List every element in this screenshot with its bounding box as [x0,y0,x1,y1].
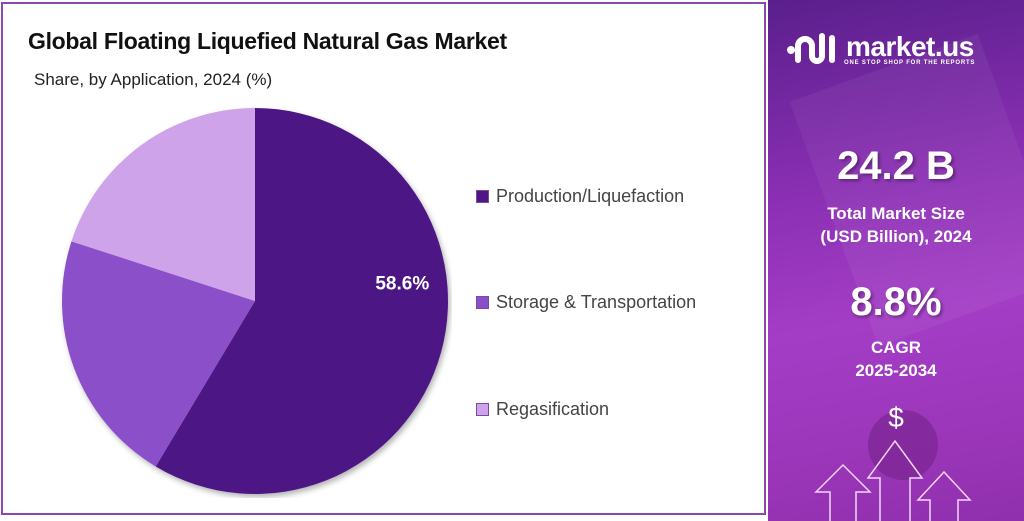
growth-arrows-icon [814,439,972,521]
legend-swatch-icon [476,296,489,309]
legend-item-regasification: Regasification [476,399,609,420]
legend-label: Production/Liquefaction [496,186,685,206]
legend-item-production: Production/Liquefaction [476,186,684,207]
summary-sidebar: market.us ONE STOP SHOP FOR THE REPORTS … [768,0,1024,521]
coin-circle [868,410,938,480]
cagr-label-line1: CAGR [870,338,922,357]
pie-slice-production [155,108,448,494]
dollar-icon: $ [888,402,904,433]
slice-label-production: 58.6% [375,273,429,294]
pie-chart: 58.6% [62,108,448,494]
pie-slice-storage [62,241,255,467]
legend-label: Regasification [496,399,610,419]
market-size-label-line1: Total Market Size [827,204,965,223]
chart-title: Global Floating Liquefied Natural Gas Ma… [28,28,507,54]
market-size-value: 24.2 B [837,144,955,188]
brand-logo: market.us [786,30,974,64]
legend-label: Storage & Transportation [496,292,697,312]
legend-item-storage: Storage & Transportation [476,292,696,313]
legend-swatch-icon [476,190,489,203]
pie-slice-regasification [71,108,255,301]
market-size-label-line2: (USD Billion), 2024 [820,227,972,246]
legend-swatch-icon [476,403,489,416]
cagr-value: 8.8% [850,280,942,324]
market-us-logo-icon [787,33,835,64]
cagr-label-line2: 2025-2034 [855,361,937,380]
chart-subtitle: Share, by Application, 2024 (%) [34,70,273,89]
brand-name: market.us [846,31,974,62]
brand-tagline: ONE STOP SHOP FOR THE REPORTS [844,60,976,66]
